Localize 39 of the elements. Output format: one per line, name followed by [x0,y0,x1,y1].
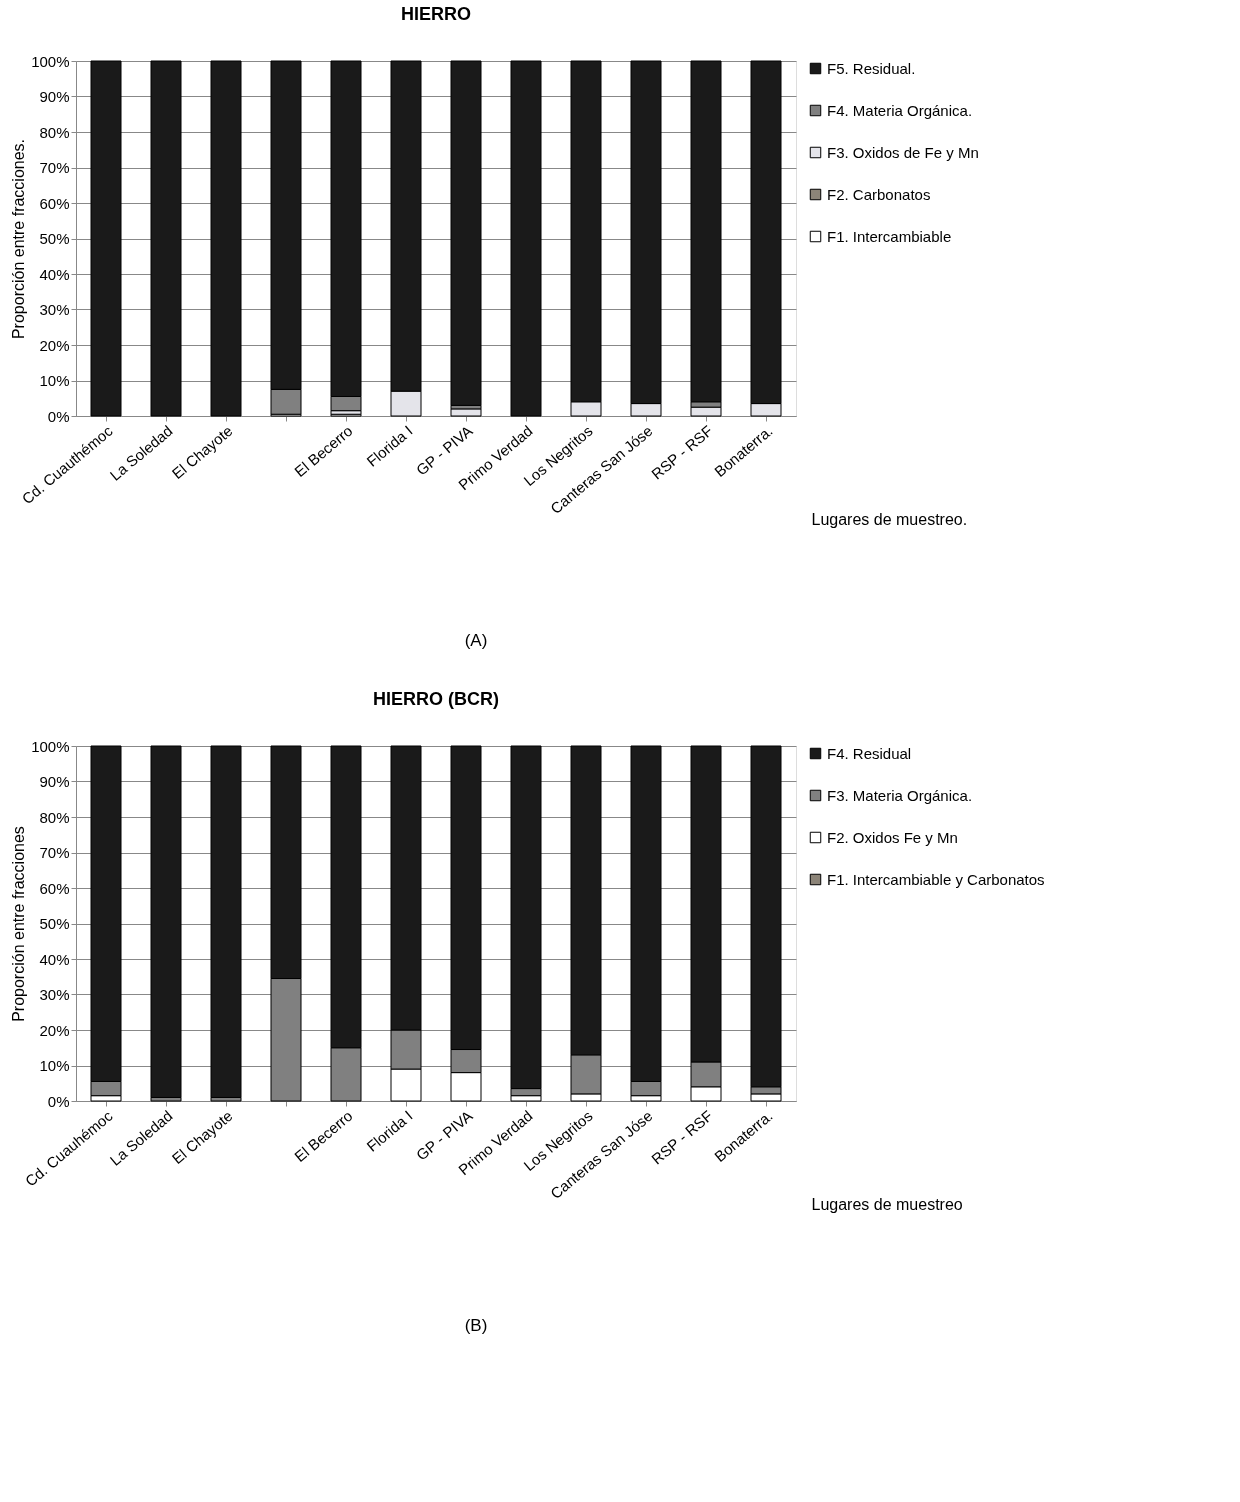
chart-title: HIERRO [400,4,472,24]
chart-title: HIERRO (BCR) [373,689,499,709]
y-tick-label: 50% [39,230,70,247]
y-tick-label: 0% [47,1092,70,1110]
y-axis-title: Proporción entre fracciones. [10,138,28,340]
legend-label: F2. Oxidos Fe y Mn [827,828,958,846]
y-tick-label: 80% [39,123,70,141]
legend-label: F4. Materia Orgánica. [827,101,973,119]
legend-label: F4. Residual [827,744,912,762]
legend-label: F1. Intercambiable y Carbonatos [827,870,1045,888]
text: (A) [464,631,488,650]
y-tick-label: 90% [39,88,70,105]
x-axis-title: Lugares de muestreo [811,1195,963,1213]
y-tick-label: 60% [39,194,70,212]
y-tick-label: 40% [39,950,70,968]
y-tick-label: 0% [47,407,70,425]
y-tick-label: 20% [39,1021,70,1039]
legend-label: F3. Oxidos de Fe y Mn [827,143,979,161]
y-tick-label: 80% [39,808,70,826]
y-tick-label: 30% [39,301,70,318]
y-tick-label: 100% [31,737,70,755]
legend-label: F2. Carbonatos [827,185,931,203]
y-tick-label: 10% [39,372,70,389]
y-tick-label: 20% [39,336,70,354]
y-tick-label: 50% [39,915,70,932]
y-axis-title: Proporción entre fracciones [10,826,28,1022]
y-tick-label: 70% [39,159,70,176]
legend-label: F5. Residual. [827,59,916,77]
text: (B) [464,1316,488,1335]
legend-label: F1. Intercambiable [827,227,952,245]
y-tick-label: 100% [31,52,70,70]
y-tick-label: 30% [39,986,70,1003]
legend-label: F3. Materia Orgánica. [827,786,973,804]
x-axis-title: Lugares de muestreo. [811,510,968,528]
y-tick-label: 40% [39,265,70,283]
y-tick-label: 60% [39,879,70,897]
y-tick-label: 10% [39,1057,70,1074]
y-tick-label: 70% [39,844,70,861]
y-tick-label: 90% [39,773,70,790]
